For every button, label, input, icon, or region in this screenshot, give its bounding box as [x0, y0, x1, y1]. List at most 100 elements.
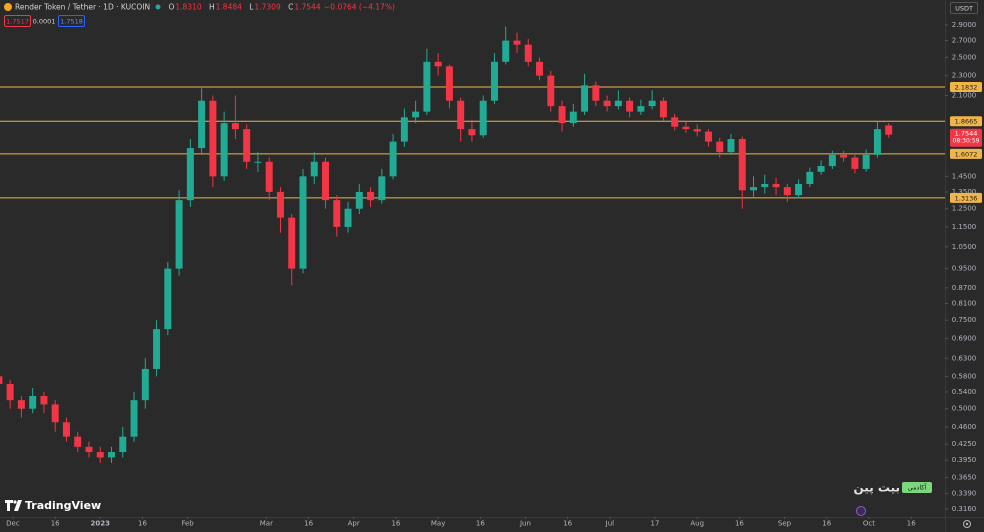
x-tick-label: 16: [476, 520, 485, 528]
candle-body: [806, 171, 814, 184]
x-tick-label: 16: [735, 520, 744, 528]
x-tick-label: 16: [51, 520, 60, 528]
candle-body: [457, 100, 465, 130]
buy-price: 1.7518: [60, 18, 83, 26]
watermark-name: بیت پین: [854, 481, 901, 495]
candle-body: [119, 436, 127, 453]
market-status: [155, 4, 161, 10]
candle-body: [873, 129, 881, 155]
y-tick-label: 0.3950: [952, 456, 977, 464]
candle-body: [276, 191, 284, 218]
y-tick-label: 2.3000: [952, 72, 977, 80]
watermark-tag: آکادمی: [908, 483, 928, 492]
settings-icon[interactable]: [963, 520, 971, 528]
candle-body: [310, 161, 318, 177]
candle-body: [783, 187, 791, 196]
x-tick-label: May: [431, 520, 445, 528]
candle-body: [738, 139, 746, 191]
watermark-badge: [902, 482, 932, 493]
buy-box[interactable]: [58, 15, 85, 27]
y-tick-label: 2.1000: [952, 91, 977, 99]
candle-body: [502, 40, 510, 62]
level-label: 2.1832: [955, 83, 978, 91]
candle-body: [513, 40, 521, 45]
event-icon[interactable]: [856, 506, 866, 516]
close-value: 1.7544: [294, 3, 320, 12]
candle-body: [108, 452, 115, 458]
high-value: 1.8484: [216, 3, 242, 12]
plot-area: [0, 26, 945, 463]
candle-body: [704, 131, 712, 142]
candle-body: [299, 176, 307, 269]
candle-body: [592, 85, 600, 101]
candle-body: [569, 111, 577, 124]
y-tick-label: 0.8700: [952, 284, 977, 292]
candle-body: [479, 100, 487, 136]
h-label: H: [209, 3, 215, 12]
y-tick-label: 1.3500: [952, 188, 977, 196]
y-tick-label: 0.4600: [952, 423, 977, 431]
candle-body: [536, 61, 544, 76]
y-tick-label: 1.0500: [952, 243, 977, 251]
candle-body: [772, 183, 780, 188]
candle-body: [423, 61, 431, 112]
candle-body: [378, 176, 386, 201]
candle-body: [164, 268, 172, 330]
last-price-bg: [950, 128, 982, 147]
candle-body: [840, 154, 848, 158]
y-tick-label: 0.7500: [952, 316, 977, 324]
candle-body: [547, 75, 555, 107]
candle-body: [29, 396, 37, 409]
candle-body: [322, 161, 330, 201]
x-tick-label: 16: [563, 520, 572, 528]
candle-body: [333, 200, 341, 227]
candle-body: [74, 436, 82, 447]
candle-body: [389, 141, 397, 177]
l-label: L: [249, 3, 254, 12]
candle-body: [175, 200, 183, 269]
x-tick-label: Dec: [6, 520, 20, 528]
x-tick-label: 16: [138, 520, 147, 528]
symbol-icon: [4, 3, 12, 11]
candle-body: [727, 139, 735, 153]
symbol[interactable]: Render Token / Tether · 1D · KUCOIN: [15, 3, 150, 12]
logo-text: TradingView: [25, 499, 101, 512]
y-tick-label: 0.3390: [952, 490, 977, 498]
candle-body: [367, 191, 375, 201]
logo-dot: [13, 500, 17, 504]
candle-body: [761, 183, 769, 188]
candle-body: [862, 154, 870, 169]
sell-box[interactable]: [4, 15, 31, 27]
candle-body: [40, 396, 48, 405]
level-label: 1.8665: [955, 118, 978, 126]
x-tick-label: 16: [391, 520, 400, 528]
candle-body: [400, 117, 408, 142]
level-label: 1.6072: [955, 150, 978, 158]
x-tick-label: Oct: [863, 520, 875, 528]
c-label: C: [288, 3, 293, 12]
candle-body: [682, 126, 690, 130]
candle-body: [209, 100, 217, 177]
y-tick-label: 0.5800: [952, 372, 977, 380]
level-label-bg: [950, 81, 982, 92]
o-label: O: [168, 3, 174, 12]
x-tick-label: Aug: [690, 520, 704, 528]
level-label-bg: [950, 192, 982, 203]
x-tick-label: 16: [907, 520, 916, 528]
candle-body: [231, 123, 239, 130]
level-label-bg: [950, 148, 982, 159]
candle-body: [828, 154, 836, 167]
tradingview-logo: TradingView: [5, 499, 101, 512]
candle-body: [581, 85, 589, 112]
candle-body: [659, 100, 667, 118]
candle-body: [671, 117, 679, 127]
settings-icon-center: [965, 522, 969, 526]
y-tick-label: 0.4250: [952, 440, 977, 448]
candle-body: [603, 100, 611, 107]
candle-body: [85, 446, 93, 453]
candle-body: [468, 129, 476, 136]
candle-body: [288, 217, 296, 269]
candle-body: [558, 106, 566, 124]
y-tick-label: 0.8100: [952, 299, 977, 307]
currency-button[interactable]: [950, 2, 978, 14]
